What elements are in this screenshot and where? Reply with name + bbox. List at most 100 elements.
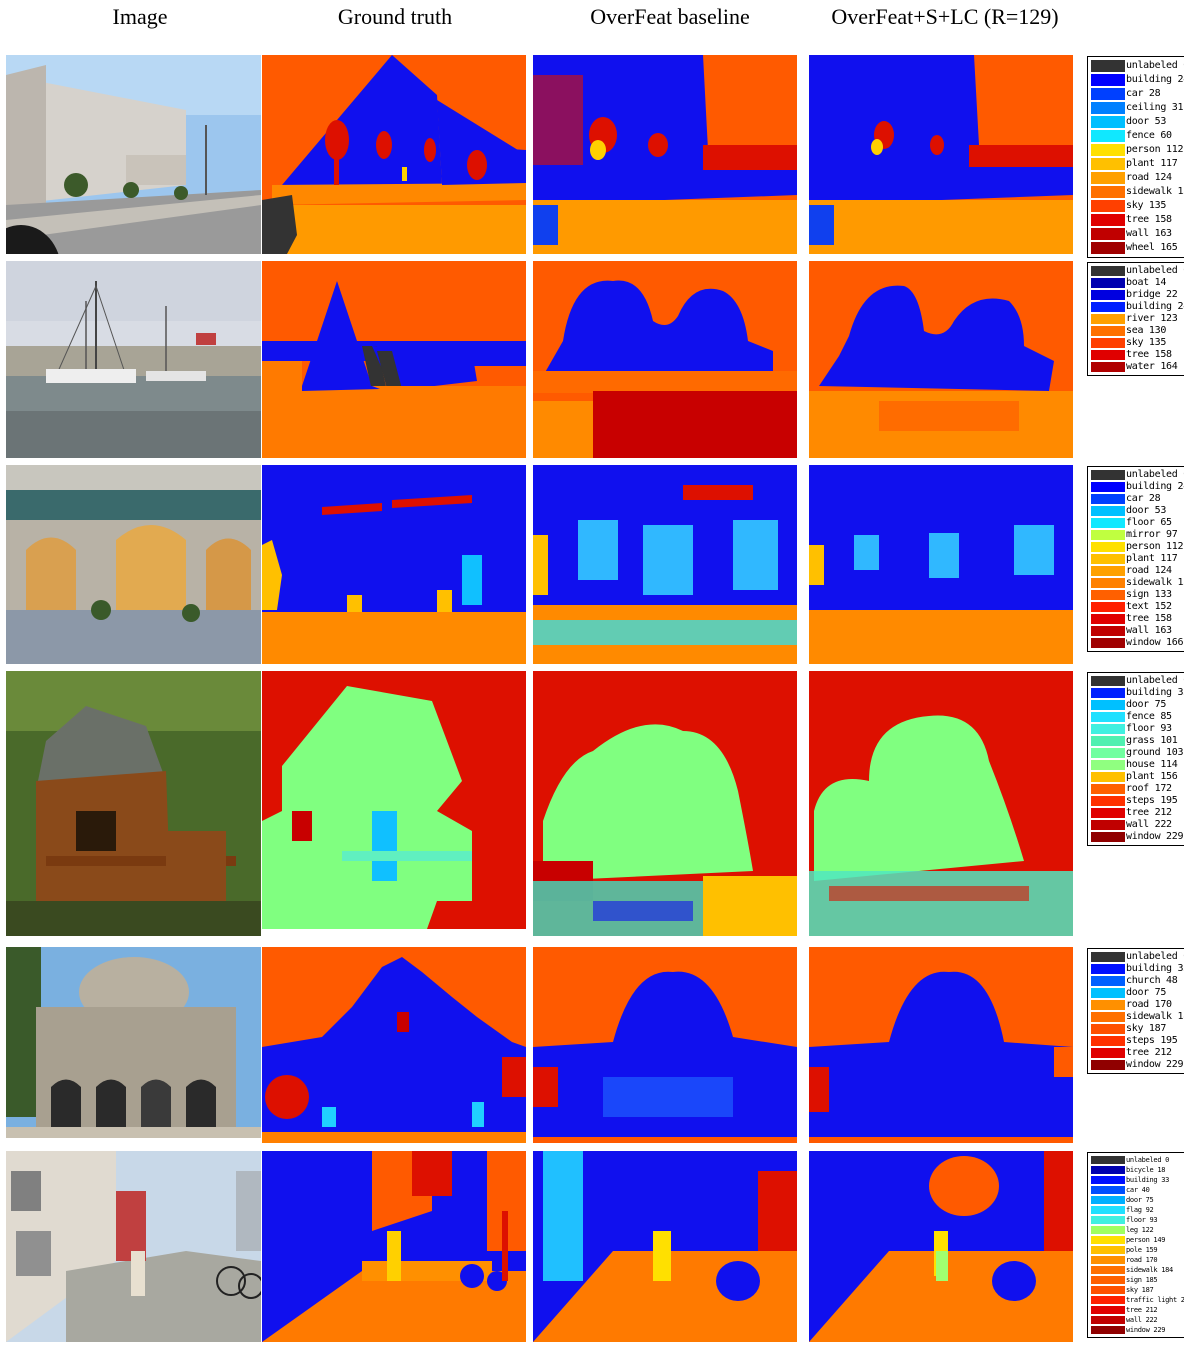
legend-entry: plant 117 [1091, 157, 1183, 171]
legend-label: tree 158 [1126, 349, 1172, 360]
legend-entry: door 53 [1091, 115, 1183, 129]
input-image-row-1 [6, 55, 261, 254]
legend-swatch [1091, 626, 1125, 636]
ours-prediction-row-4 [809, 671, 1073, 936]
legend-entry: window 166 [1091, 637, 1184, 649]
legend-label: flag 92 [1126, 1206, 1154, 1214]
ours-prediction-row-1 [809, 55, 1073, 254]
legend-label: window 229 [1126, 1059, 1184, 1070]
legend-entry: wall 222 [1091, 1315, 1181, 1325]
legend-label: tree 212 [1126, 807, 1172, 818]
legend-entry: unlabeled 0 [1091, 1155, 1181, 1165]
legend-label: sidewalk 184 [1126, 1011, 1184, 1022]
legend-entry: building 24 [1091, 73, 1184, 87]
legend-entry: traffic light 210 [1091, 1295, 1184, 1305]
legend-swatch [1091, 1036, 1125, 1046]
legend-label: door 75 [1126, 987, 1167, 998]
legend-swatch [1091, 1246, 1125, 1254]
legend-entry: unlabeled 0 [1091, 265, 1184, 277]
legend-entry: grass 101 [1091, 735, 1183, 747]
legend-label: text 152 [1126, 601, 1172, 612]
legend-label: fence 60 [1126, 130, 1172, 141]
legend-swatch [1091, 1048, 1125, 1058]
legend-entry: road 170 [1091, 999, 1183, 1011]
legend-label: floor 65 [1126, 517, 1172, 528]
legend-entry: tree 212 [1091, 1047, 1183, 1059]
legend-label: unlabeled 0 [1126, 675, 1184, 686]
legend-swatch [1091, 1236, 1125, 1244]
ground-truth-row-1 [262, 55, 526, 254]
legend-label: road 124 [1126, 172, 1172, 183]
legend-swatch [1091, 700, 1125, 710]
legend-entry: floor 65 [1091, 517, 1183, 529]
legend-swatch [1091, 796, 1125, 806]
legend-entry: building 24 [1091, 301, 1184, 313]
column-header-baseline: OverFeat baseline [590, 4, 750, 29]
legend-label: sign 133 [1126, 589, 1172, 600]
legend-swatch [1091, 976, 1125, 986]
legend-swatch [1091, 172, 1125, 184]
legend-swatch [1091, 186, 1125, 198]
legend-label: sidewalk 132 [1126, 186, 1184, 197]
legend-label: water 164 [1126, 361, 1178, 372]
legend-label: road 124 [1126, 565, 1172, 576]
input-image-row-3 [6, 465, 261, 664]
legend-entry: door 75 [1091, 987, 1183, 999]
legend-swatch [1091, 278, 1125, 288]
column-header-ours: OverFeat+S+LC (R=129) [831, 4, 1059, 29]
legend-swatch [1091, 1286, 1125, 1294]
legend-swatch [1091, 676, 1125, 686]
legend-entry: unlabeled 0 [1091, 951, 1184, 963]
legend-entry: plant 156 [1091, 771, 1183, 783]
legend-entry: wall 163 [1091, 625, 1183, 637]
legend-entry: building 24 [1091, 481, 1184, 493]
legend-label: ceiling 31 [1126, 102, 1184, 113]
legend-entry: unlabeled 0 [1091, 59, 1184, 73]
legend-label: sky 135 [1126, 337, 1167, 348]
legend-label: leg 122 [1126, 1226, 1154, 1234]
legend-label: floor 93 [1126, 723, 1172, 734]
legend-label: fence 85 [1126, 711, 1172, 722]
legend-label: unlabeled 0 [1126, 265, 1184, 276]
legend-entry: sidewalk 132 [1091, 185, 1184, 199]
legend-label: sky 187 [1126, 1023, 1167, 1034]
legend-label: wall 163 [1126, 625, 1172, 636]
legend-entry: flag 92 [1091, 1205, 1181, 1215]
legend-label: plant 117 [1126, 158, 1178, 169]
legend-entry: sidewalk 132 [1091, 577, 1184, 589]
legend-label: road 170 [1126, 999, 1172, 1010]
legend-entry: door 75 [1091, 699, 1183, 711]
legend-entry: car 40 [1091, 1185, 1181, 1195]
legend-label: tree 212 [1126, 1047, 1172, 1058]
legend-label: bridge 22 [1126, 289, 1178, 300]
legend-entry: ground 103 [1091, 747, 1184, 759]
legend-label: person 112 [1126, 541, 1184, 552]
legend-entry: fence 60 [1091, 129, 1183, 143]
legend-swatch [1091, 542, 1125, 552]
legend-entry: road 124 [1091, 565, 1183, 577]
legend-swatch [1091, 1316, 1125, 1324]
legend-swatch [1091, 302, 1125, 312]
legend-entry: fence 85 [1091, 711, 1183, 723]
legend-swatch [1091, 116, 1125, 128]
legend-swatch [1091, 736, 1125, 746]
legend-row-2: unlabeled 0 boat 14 bridge 22 building 24 ri… [1087, 262, 1184, 376]
legend-swatch [1091, 88, 1125, 100]
legend-label: sky 187 [1126, 1286, 1154, 1294]
legend-swatch [1091, 144, 1125, 156]
legend-label: tree 212 [1126, 1306, 1158, 1314]
legend-entry: tree 158 [1091, 349, 1183, 361]
legend-entry: sky 135 [1091, 199, 1183, 213]
legend-swatch [1091, 530, 1125, 540]
legend-label: building 33 [1126, 963, 1184, 974]
legend-entry: boat 14 [1091, 277, 1183, 289]
legend-entry: river 123 [1091, 313, 1183, 325]
legend-label: floor 93 [1126, 1216, 1158, 1224]
legend-label: building 33 [1126, 1176, 1170, 1184]
legend-label: river 123 [1126, 313, 1178, 324]
legend-entry: car 28 [1091, 87, 1183, 101]
legend-row-5: unlabeled 0 building 33 church 48 door 75 ro… [1087, 948, 1184, 1074]
ground-truth-row-2 [262, 261, 526, 458]
legend-label: sidewalk 184 [1126, 1266, 1173, 1274]
legend-swatch [1091, 638, 1125, 648]
